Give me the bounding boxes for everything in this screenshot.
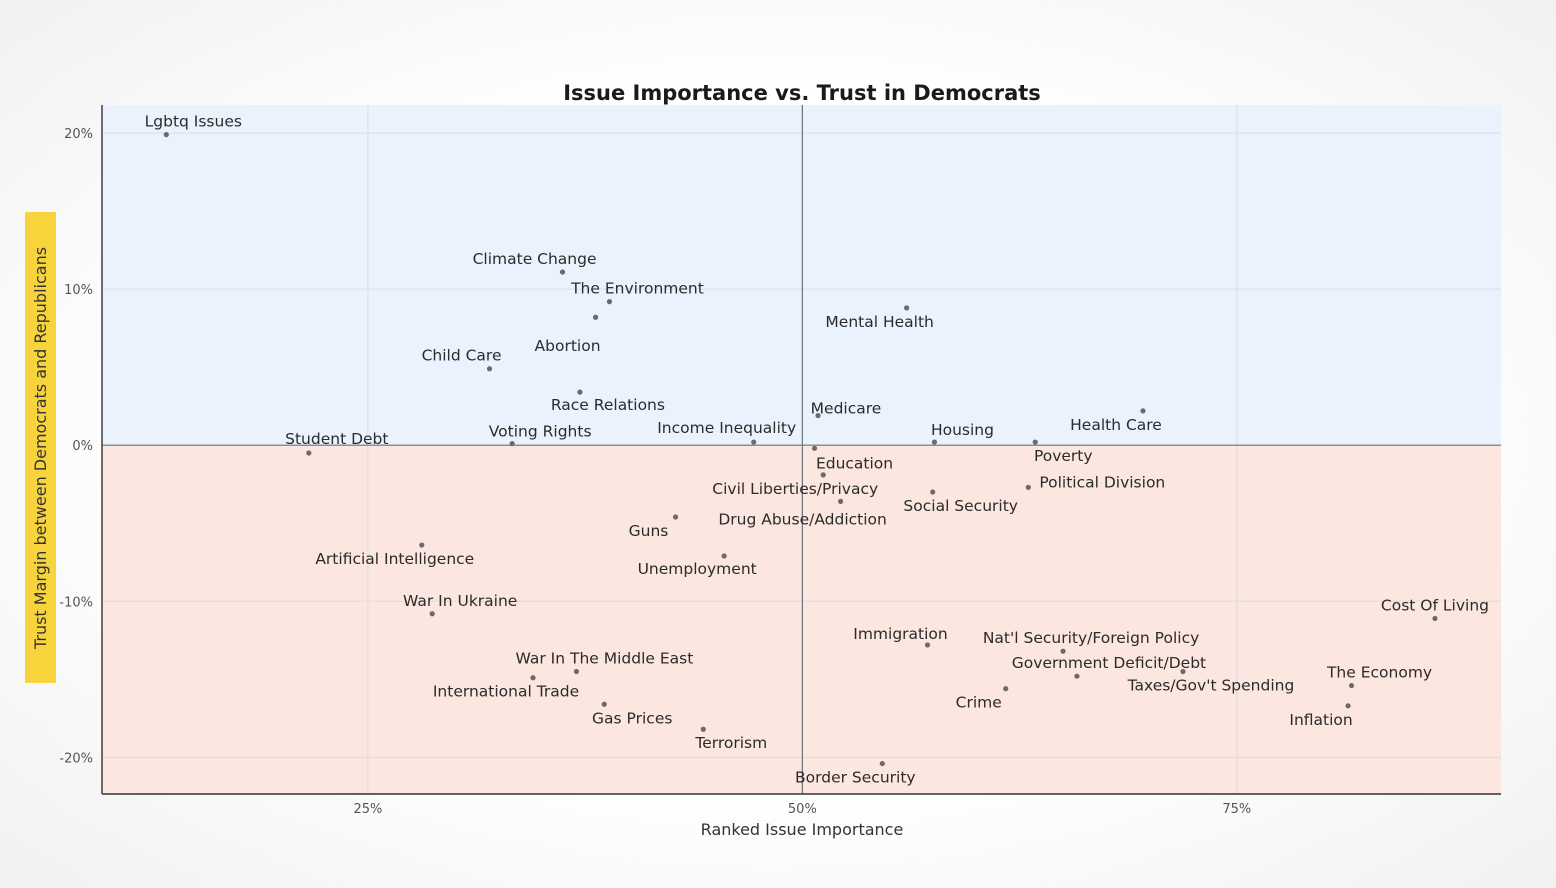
data-point <box>1180 668 1186 675</box>
data-point <box>1003 686 1009 692</box>
data-label: Government Deficit/Debt <box>1012 654 1206 672</box>
data-label: War In The Middle East <box>516 649 694 667</box>
data-label: Nat'l Security/Foreign Policy <box>983 629 1199 647</box>
data-point <box>811 445 818 451</box>
data-point <box>751 439 757 445</box>
data-label: Crime <box>956 694 1002 712</box>
data-point <box>838 498 844 504</box>
y-tick-label: -20% <box>59 751 93 766</box>
data-point <box>931 439 938 445</box>
data-label: Mental Health <box>825 313 933 331</box>
y-axis-label: Trust Margin between Democrats and Repub… <box>31 247 50 650</box>
y-axis-label-highlight <box>25 212 56 683</box>
y-tick-label: 10% <box>64 283 93 298</box>
data-point <box>700 726 706 732</box>
data-label: Race Relations <box>551 396 665 414</box>
data-point <box>592 314 599 320</box>
data-point <box>559 269 566 275</box>
data-label: International Trade <box>433 683 579 701</box>
data-label: Abortion <box>535 337 601 355</box>
data-label: Immigration <box>853 625 947 643</box>
x-axis-label: Ranked Issue Importance <box>701 820 904 839</box>
data-point <box>429 611 435 617</box>
y-tick-label: 0% <box>72 439 93 454</box>
data-label: Guns <box>629 522 669 540</box>
data-labels: Lgbtq Issues Climate Change The Environmen… <box>145 113 1489 787</box>
data-label: War In Ukraine <box>403 592 517 610</box>
data-label: Cost Of Living <box>1381 596 1489 614</box>
data-point <box>419 542 425 548</box>
data-point <box>879 760 885 767</box>
y-tick-label: 20% <box>64 127 93 142</box>
data-label: Lgbtq Issues <box>145 113 242 131</box>
data-point <box>1074 673 1080 679</box>
data-label: Political Division <box>1039 473 1165 491</box>
data-point <box>509 441 515 447</box>
data-label: Unemployment <box>638 560 757 578</box>
data-point <box>904 305 910 311</box>
data-point <box>577 389 583 395</box>
data-point <box>163 132 169 138</box>
data-point <box>1032 439 1038 445</box>
data-points <box>163 132 1438 767</box>
x-tick-label: 50% <box>788 802 817 817</box>
data-label: Housing <box>931 421 994 439</box>
data-point <box>573 668 580 675</box>
data-label: Student Debt <box>285 430 388 448</box>
tick-labels: 25% 50% 75% 20% 10% 0% -10% -20% <box>59 127 1251 817</box>
data-point <box>1140 408 1146 414</box>
data-label: Climate Change <box>473 250 597 268</box>
data-point <box>1025 484 1031 490</box>
data-point <box>1348 682 1355 689</box>
data-point <box>486 366 493 372</box>
axes <box>101 105 1501 795</box>
data-point <box>672 514 679 520</box>
data-label: Income Inequality <box>657 419 796 437</box>
data-point <box>601 701 607 707</box>
data-point <box>930 489 936 495</box>
data-point <box>721 553 727 559</box>
data-label: Border Security <box>795 769 916 787</box>
data-point <box>306 450 312 456</box>
data-point <box>820 472 826 478</box>
data-label: Health Care <box>1070 416 1162 434</box>
data-label: Poverty <box>1034 447 1093 465</box>
data-point <box>815 412 821 419</box>
y-tick-label: -10% <box>59 595 93 610</box>
chart-title: Issue Importance vs. Trust in Democrats <box>563 81 1041 105</box>
positive-trust-region <box>102 105 1501 446</box>
data-label: Taxes/Gov't Spending <box>1127 676 1295 694</box>
data-point <box>1060 648 1066 654</box>
data-label: Artificial Intelligence <box>315 550 474 568</box>
data-label: Gas Prices <box>592 709 672 727</box>
data-label: Education <box>816 454 893 472</box>
data-label: The Economy <box>1326 664 1432 682</box>
data-point <box>530 675 536 681</box>
reference-lines <box>102 105 1501 794</box>
data-label: Social Security <box>903 497 1018 515</box>
data-label: Civil Liberties/Privacy <box>712 480 878 498</box>
negative-trust-region <box>102 445 1501 794</box>
data-point <box>1345 703 1351 709</box>
x-tick-label: 75% <box>1222 802 1251 817</box>
data-label: Drug Abuse/Addiction <box>718 510 887 528</box>
data-label: Terrorism <box>694 734 767 752</box>
data-label: Medicare <box>811 400 882 418</box>
data-point <box>606 299 613 305</box>
data-label: Child Care <box>422 347 502 365</box>
data-label: Inflation <box>1289 711 1352 729</box>
data-point <box>1432 615 1438 622</box>
data-point <box>924 642 931 648</box>
data-label: The Environment <box>570 280 704 298</box>
data-label: Voting Rights <box>489 423 592 441</box>
x-tick-label: 25% <box>353 802 382 817</box>
